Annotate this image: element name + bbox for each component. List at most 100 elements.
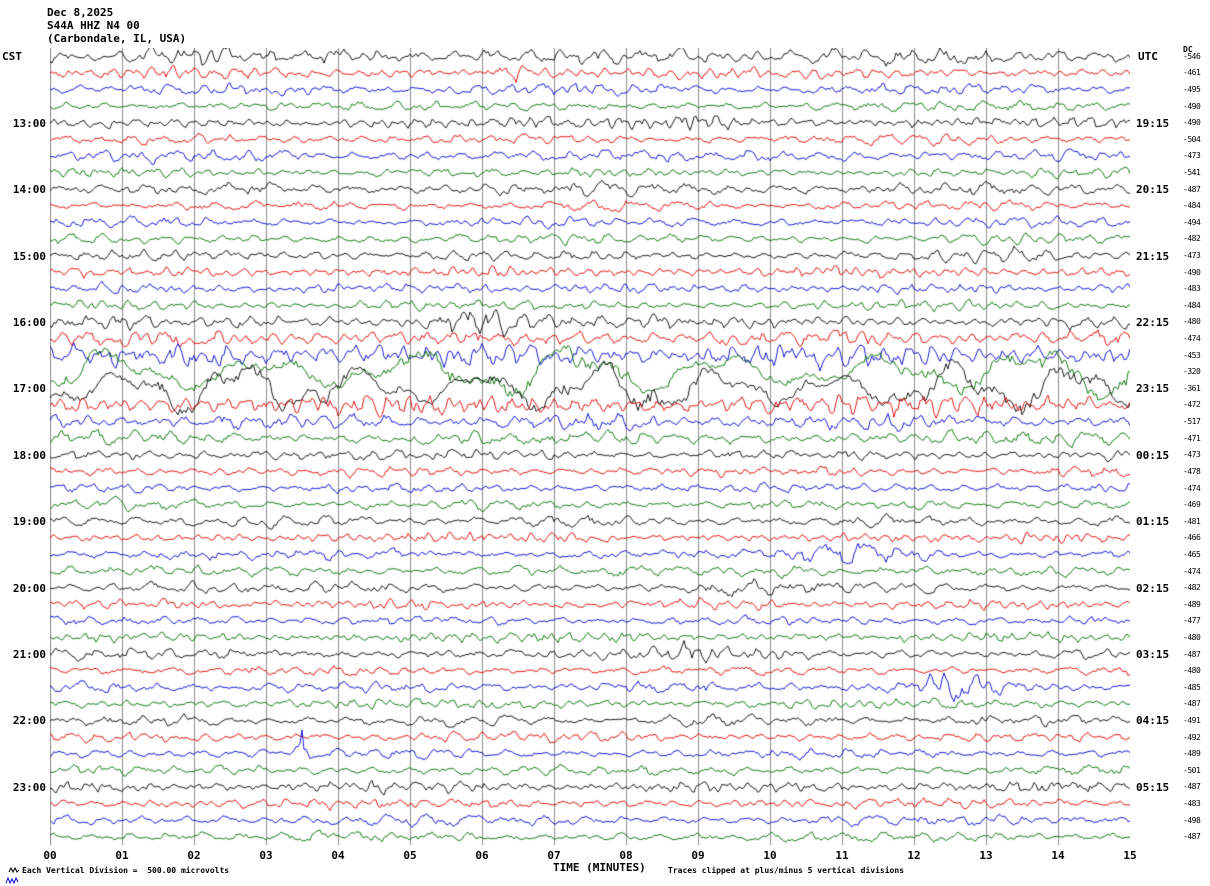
dc-offset-value: -489 [1183, 749, 1201, 759]
dc-offset-value: -501 [1183, 765, 1201, 775]
dc-offset-value: -495 [1183, 85, 1201, 94]
dc-offset-value: -469 [1183, 500, 1201, 510]
cst-hour-label: 14:00 [12, 183, 46, 197]
cst-hour-label: 21:00 [12, 648, 46, 662]
dc-offset-value: -474 [1183, 566, 1201, 576]
dc-offset-value: -480 [1183, 666, 1201, 676]
utc-hour-label: 22:15 [1136, 315, 1170, 329]
utc-hour-label: 05:15 [1136, 780, 1170, 794]
dc-offset-value: -484 [1183, 300, 1201, 310]
dc-axis-label: DC [1183, 45, 1193, 54]
minute-tick-label: 03 [259, 849, 273, 862]
scale-tick-icon [8, 866, 20, 874]
dc-offset-value: -546 [1183, 51, 1201, 61]
cst-hour-label: 19:00 [12, 515, 46, 529]
cst-hour-label: 13:00 [12, 116, 46, 130]
cst-hour-label: 16:00 [12, 315, 46, 329]
dc-offset-value: -483 [1183, 798, 1201, 808]
minute-tick-label: 10 [763, 849, 777, 862]
cst-hour-label: 18:00 [12, 448, 46, 462]
dc-offset-value: -498 [1183, 815, 1201, 825]
dc-offset-value: -320 [1183, 367, 1201, 377]
dc-offset-value: -482 [1183, 583, 1201, 593]
location-label: (Carbondale, IL, USA) [47, 32, 187, 45]
dc-offset-value: -487 [1183, 649, 1201, 659]
dc-offset-value: -492 [1183, 732, 1201, 742]
utc-hour-label: 21:15 [1136, 249, 1170, 263]
minute-tick-label: 07 [547, 849, 561, 862]
minute-tick-label: 09 [691, 849, 705, 862]
dc-offset-value: -494 [1183, 217, 1201, 227]
dc-offset-value: -473 [1183, 151, 1201, 161]
minute-tick-label: 04 [331, 849, 345, 862]
dc-offset-value: -487 [1183, 184, 1201, 194]
dc-offset-value: -504 [1183, 134, 1201, 144]
dc-offset-value: -474 [1183, 483, 1201, 493]
minute-tick-label: 00 [43, 849, 57, 862]
utc-hour-label: 23:15 [1136, 382, 1170, 396]
dc-offset-value: -517 [1183, 417, 1201, 427]
right-timezone-label: UTC [1138, 50, 1158, 63]
dc-offset-value: -361 [1183, 383, 1201, 393]
dc-offset-value: -453 [1183, 350, 1201, 360]
seismogram-canvas [50, 48, 1130, 845]
dc-offset-value: -482 [1183, 234, 1201, 244]
dc-offset-value: -480 [1183, 632, 1201, 642]
dc-offset-value: -484 [1183, 201, 1201, 211]
cst-hour-label: 15:00 [12, 249, 46, 263]
dc-offset-value: -491 [1183, 715, 1201, 725]
dc-offset-value: -480 [1183, 317, 1201, 327]
dc-offset-value: -478 [1183, 466, 1201, 476]
dc-offset-value: -481 [1183, 516, 1201, 526]
dc-offset-value: -473 [1183, 450, 1201, 460]
cst-hour-label: 23:00 [12, 780, 46, 794]
minute-tick-label: 01 [115, 849, 129, 862]
date-label: Dec 8,2025 [47, 6, 114, 19]
dc-offset-value: -483 [1183, 284, 1201, 294]
dc-offset-value: -477 [1183, 616, 1201, 626]
dc-offset-value: -465 [1183, 549, 1201, 559]
dc-offset-value: -490 [1183, 118, 1201, 128]
dc-offset-value: -541 [1183, 168, 1201, 178]
utc-hour-label: 04:15 [1136, 714, 1170, 728]
minute-tick-label: 02 [187, 849, 201, 862]
cst-hour-label: 22:00 [12, 714, 46, 728]
dc-offset-value: -487 [1183, 832, 1201, 842]
minute-tick-label: 05 [403, 849, 417, 862]
station-label: S44A HHZ N4 00 [47, 19, 140, 32]
dc-offset-value: -487 [1183, 699, 1201, 709]
dc-offset-value: -489 [1183, 599, 1201, 609]
dc-offset-value: -485 [1183, 682, 1201, 692]
dc-offset-value: -490 [1183, 101, 1201, 111]
utc-hour-label: 02:15 [1136, 581, 1170, 595]
utc-hour-label: 03:15 [1136, 648, 1170, 662]
dc-offset-value: -466 [1183, 533, 1201, 543]
x-axis-title: TIME (MINUTES) [553, 861, 646, 874]
cst-hour-label: 20:00 [12, 581, 46, 595]
dc-offset-value: -471 [1183, 433, 1201, 443]
waveform-icon [5, 876, 19, 885]
minute-tick-label: 08 [619, 849, 633, 862]
minute-tick-label: 12 [907, 849, 921, 862]
clip-note: Traces clipped at plus/minus 5 vertical … [668, 866, 905, 875]
title-block: Dec 8,2025 S44A HHZ N4 00 (Carbondale, I… [47, 6, 186, 45]
utc-hour-label: 19:15 [1136, 116, 1170, 130]
minute-tick-label: 13 [979, 849, 993, 862]
minute-tick-label: 15 [1123, 849, 1137, 862]
scale-note: Each Vertical Division = 500.00 microvol… [22, 866, 230, 875]
dc-offset-value: -487 [1183, 782, 1201, 792]
dc-offset-value: -490 [1183, 267, 1201, 277]
minute-tick-label: 14 [1051, 849, 1065, 862]
dc-offset-value: -473 [1183, 251, 1201, 261]
utc-hour-label: 20:15 [1136, 183, 1170, 197]
utc-hour-label: 00:15 [1136, 448, 1170, 462]
minute-tick-label: 06 [475, 849, 489, 862]
left-timezone-label: CST [2, 50, 22, 63]
dc-offset-value: -474 [1183, 334, 1201, 344]
dc-offset-value: -461 [1183, 68, 1201, 78]
minute-tick-label: 11 [835, 849, 849, 862]
cst-hour-label: 17:00 [12, 382, 46, 396]
utc-hour-label: 01:15 [1136, 515, 1170, 529]
dc-offset-value: -472 [1183, 400, 1201, 410]
